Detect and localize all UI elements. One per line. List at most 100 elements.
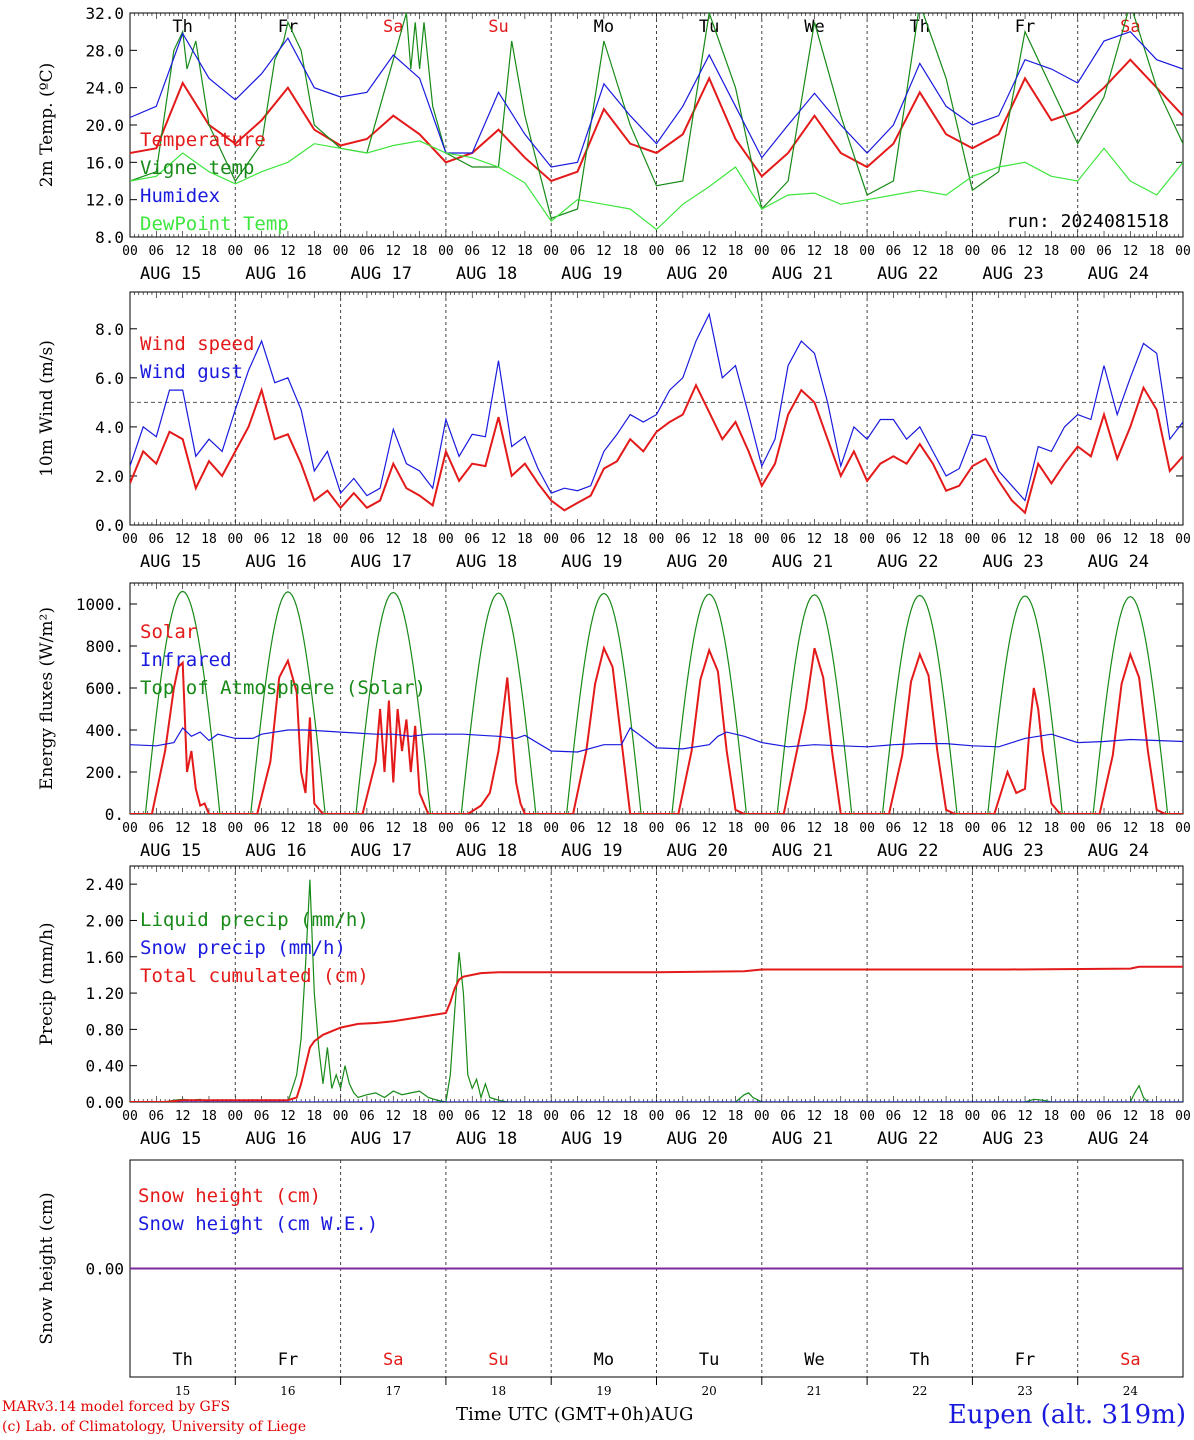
day-name: Sa [1120,1350,1140,1370]
hour-label: 12 [596,821,612,836]
hour-label: 12 [280,1109,296,1124]
hour-label: 00 [754,532,770,547]
y-tick-label: 2.0 [95,467,124,486]
hour-label: 00 [333,532,349,547]
hour-label: 18 [833,244,849,259]
hour-label: 06 [780,1109,796,1124]
hour-label: 12 [807,244,823,259]
day-number: 16 [280,1384,295,1398]
hour-label: 18 [622,244,638,259]
hour-label: 18 [622,532,638,547]
hour-label: 00 [965,244,981,259]
day-name: Mo [594,1350,614,1370]
hour-label: 00 [965,1109,981,1124]
date-label: AUG 16 [245,841,306,861]
y-axis-label: Precip (mm/h) [37,922,57,1045]
hour-label: 00 [859,821,875,836]
day-name: Su [488,17,508,37]
date-label: AUG 22 [877,1129,938,1149]
date-label: AUG 17 [351,1129,412,1149]
hour-label: 12 [175,1109,191,1124]
hour-label: 18 [517,532,533,547]
date-label: AUG 23 [982,552,1043,572]
hour-label: 12 [1123,821,1139,836]
hour-label: 18 [1149,532,1165,547]
y-tick-label: 0. [105,805,124,824]
date-label: AUG 19 [561,841,622,861]
hour-label: 00 [543,1109,559,1124]
hour-label: 12 [1017,1109,1033,1124]
legend-label: Humidex [140,185,220,207]
hour-label: 18 [833,821,849,836]
panel-3: 0. 200. 400. 600. 800. 1000. Energy fluxes (W/… [37,582,1191,861]
hour-label: 12 [175,244,191,259]
y-tick-label: 800. [85,637,124,656]
legend-label: Liquid precip (mm/h) [140,909,369,931]
toa-solar-line [248,591,328,815]
day-name: Sa [383,17,403,37]
date-label: AUG 24 [1088,1129,1149,1149]
hour-label: 18 [306,244,322,259]
toa-solar-line [459,592,538,815]
hour-label: 06 [991,532,1007,547]
y-tick-label: 1.20 [85,984,124,1003]
day-number: 24 [1123,1384,1139,1398]
hour-label: 12 [491,1109,507,1124]
hour-label: 18 [728,244,744,259]
hour-label: 18 [412,821,428,836]
hour-label: 18 [306,821,322,836]
hour-label: 12 [912,244,928,259]
y-tick-label: 8.0 [95,228,124,247]
hour-label: 18 [1149,1109,1165,1124]
hour-label: 18 [201,244,217,259]
day-name: Tu [699,1350,719,1370]
hour-label: 12 [491,532,507,547]
day-number: 15 [175,1384,190,1398]
hour-label: 12 [701,821,717,836]
y-tick-label: 0.0 [95,516,124,535]
date-label: AUG 21 [772,841,833,861]
hour-label: 00 [965,821,981,836]
hour-label: 06 [675,1109,691,1124]
y-tick-label: 2.40 [85,875,124,894]
date-label: AUG 20 [666,552,727,572]
hour-label: 00 [122,821,138,836]
date-label: AUG 15 [140,1129,201,1149]
hour-label: 12 [912,821,928,836]
day-name: Th [910,1350,930,1370]
hour-label: 18 [412,244,428,259]
run-annotation: run: 2024081518 [1006,211,1169,232]
panel-1: 8.0 12.0 16.0 20.0 24.0 28.0 32.0 2m Temp. (ºC)… [37,4,1191,284]
date-label: AUG 18 [456,552,517,572]
hour-label: 12 [491,244,507,259]
y-tick-label: 1000. [76,595,124,614]
date-label: AUG 20 [666,264,727,284]
hour-label: 06 [675,244,691,259]
hour-label: 06 [570,1109,586,1124]
y-tick-label: 4.0 [95,418,124,437]
date-label: AUG 18 [456,1129,517,1149]
hour-label: 12 [701,1109,717,1124]
hour-label: 12 [596,1109,612,1124]
y-tick-label: 2.00 [85,911,124,930]
hour-label: 12 [385,244,401,259]
hour-label: 18 [833,532,849,547]
day-name: Fr [1015,17,1035,37]
y-tick-label: 16.0 [85,153,124,172]
hour-label: 18 [1044,532,1060,547]
hour-label: 00 [227,244,243,259]
y-tick-label: 28.0 [85,41,124,60]
day-name: Sa [383,1350,403,1370]
date-label: AUG 21 [772,552,833,572]
y-tick-label: 32.0 [85,4,124,23]
hour-label: 06 [464,821,480,836]
series-line [130,58,1183,183]
hour-label: 18 [306,1109,322,1124]
day-number: 17 [386,1384,401,1398]
hour-label: 06 [886,1109,902,1124]
hour-label: 12 [175,821,191,836]
hour-label: 00 [122,244,138,259]
legend-label: Wind gust [140,361,243,383]
station-name: Eupen (alt. 319m) [947,1400,1186,1430]
